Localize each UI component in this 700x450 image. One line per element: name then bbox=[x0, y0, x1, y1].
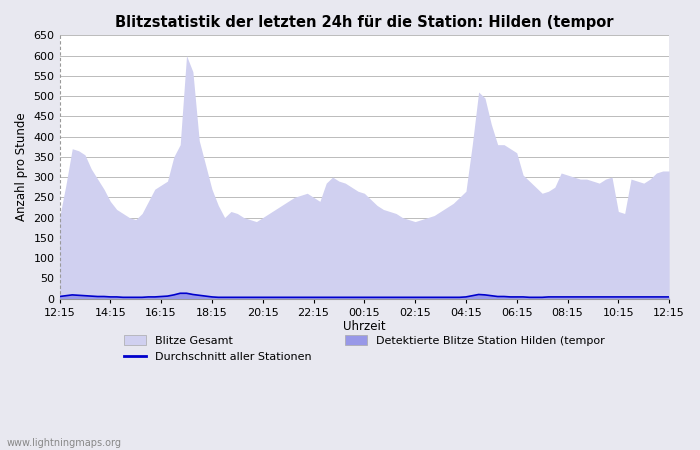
X-axis label: Uhrzeit: Uhrzeit bbox=[343, 320, 386, 333]
Title: Blitzstatistik der letzten 24h für die Station: Hilden (tempor: Blitzstatistik der letzten 24h für die S… bbox=[115, 15, 614, 30]
Y-axis label: Anzahl pro Stunde: Anzahl pro Stunde bbox=[15, 112, 28, 221]
Text: www.lightningmaps.org: www.lightningmaps.org bbox=[7, 438, 122, 448]
Legend: Blitze Gesamt, Durchschnitt aller Stationen, Detektierte Blitze Station Hilden (: Blitze Gesamt, Durchschnitt aller Statio… bbox=[120, 331, 609, 367]
